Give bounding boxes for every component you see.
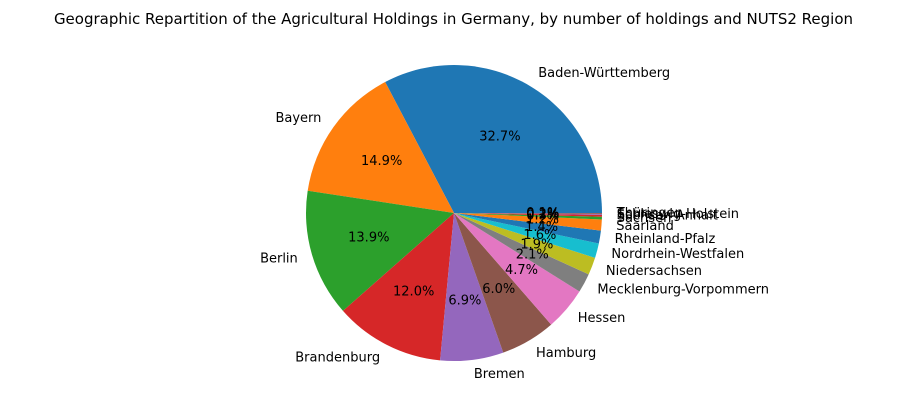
slice-label-sachsen: Sachsen [617, 211, 672, 226]
chart-title: Geographic Repartition of the Agricultur… [53, 10, 854, 28]
pct-label-nordrhein-westfalen: 1.6% [523, 228, 556, 243]
slice-label-baden-wurttemberg: Baden-Württemberg [538, 66, 670, 81]
pie-slice-brandenburg [342, 213, 454, 361]
pie-slice-sachsen [454, 213, 602, 220]
slice-label-brandenburg: Brandenburg [295, 351, 380, 366]
pie-slice-mecklenburg-vorpommern [454, 213, 589, 292]
pct-label-berlin: 13.9% [348, 231, 389, 246]
slice-label-nordrhein-westfalen: Nordrhein-Westfalen [611, 247, 744, 262]
slice-label-schleswig-holstein: Schleswig-Holstein [617, 207, 739, 222]
pct-label-niedersachsen: 1.9% [520, 237, 553, 252]
pct-label-sachsen: 0.3% [526, 209, 559, 224]
slice-label-rheinland-pfalz: Rheinland-Pfalz [615, 232, 716, 247]
slice-label-saarland: Saarland [616, 219, 674, 234]
pct-label-schleswig-holstein: 0.1% [526, 206, 559, 221]
pie-slice-nordrhein-westfalen [454, 213, 599, 258]
slice-label-mecklenburg-vorpommern: Mecklenburg-Vorpommern [597, 283, 769, 298]
pct-label-sachsen-anhalt: 0.2% [526, 207, 559, 222]
pie-slice-niedersachsen [454, 213, 596, 275]
pie-slice-thuringen [454, 213, 602, 214]
slice-label-bayern: Bayern [275, 111, 321, 126]
slice-label-hessen: Hessen [578, 311, 626, 326]
slice-label-hamburg: Hamburg [536, 346, 596, 361]
pct-label-bremen: 6.9% [448, 294, 481, 309]
pie-slice-bayern [307, 81, 454, 213]
pct-label-hessen: 4.7% [505, 263, 538, 278]
pct-label-rheinland-pfalz: 1.4% [525, 220, 558, 235]
slice-label-berlin: Berlin [260, 251, 298, 266]
pie-slice-hessen [454, 213, 580, 325]
pct-label-brandenburg: 12.0% [393, 285, 434, 300]
slice-label-niedersachsen: Niedersachsen [606, 264, 702, 279]
pie-slice-hamburg [454, 213, 552, 353]
pie-slice-baden-wurttemberg [385, 64, 602, 213]
pie-slice-berlin [306, 190, 454, 311]
pct-label-saarland: 1.2% [526, 213, 559, 228]
pie-slice-sachsen-anhalt [454, 213, 602, 217]
pct-label-bayern: 14.9% [361, 154, 402, 169]
slice-label-bremen: Bremen [474, 367, 525, 382]
pie-slice-rheinland-pfalz [454, 213, 601, 244]
pct-label-hamburg: 6.0% [482, 282, 515, 297]
pct-label-thuringen: 0.1% [526, 206, 559, 221]
pie-slice-bremen [440, 213, 504, 361]
pct-label-mecklenburg-vorpommern: 2.1% [516, 248, 549, 263]
slice-label-thuringen: Thüringen [616, 206, 683, 221]
slice-label-sachsen-anhalt: Sachsen-Anhalt [617, 209, 718, 224]
pct-label-baden-wurttemberg: 32.7% [479, 129, 520, 144]
pie-slice-saarland [454, 213, 602, 231]
pie-slice-schleswig-holstein [454, 213, 602, 215]
